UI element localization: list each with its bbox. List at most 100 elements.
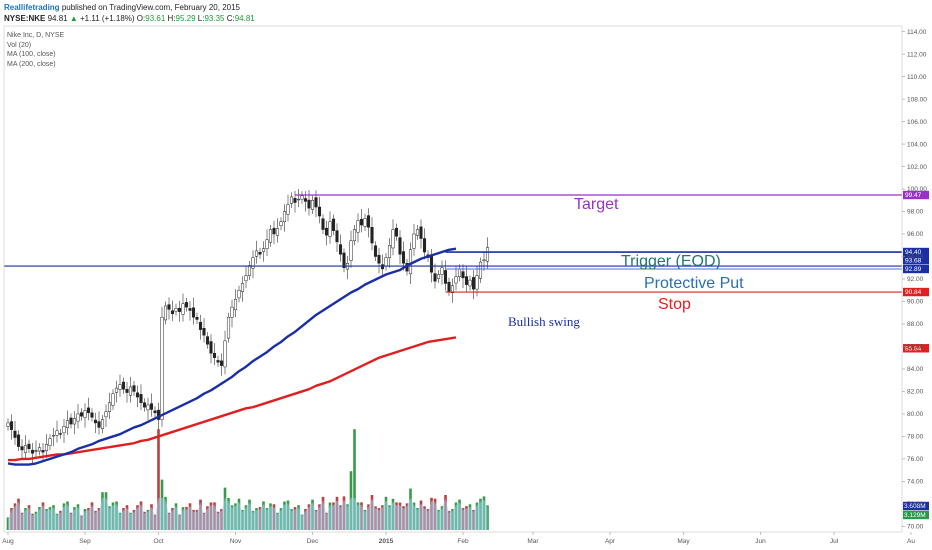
candle-body (233, 298, 238, 311)
candle-body (457, 268, 462, 278)
candle-body (118, 384, 122, 390)
open-label: O: (136, 14, 146, 23)
candle-body (370, 227, 374, 244)
publish-text: published on TradingView.com, February 2… (61, 3, 240, 12)
candle-body (223, 340, 227, 368)
y-tick-label: 110.00 (907, 74, 927, 81)
candle-body (216, 360, 220, 363)
candle-body (114, 387, 119, 393)
candle-body (83, 410, 87, 418)
publish-line: Reallifetrading published on TradingView… (4, 2, 255, 13)
candle-body (135, 392, 140, 398)
candle-body (20, 446, 24, 451)
candle-body (121, 381, 126, 390)
legend-ma200[interactable]: MA (200, close) (7, 60, 56, 68)
candle-body (338, 244, 343, 255)
y-tick-label: 86.00 (907, 344, 924, 351)
candle-body (107, 402, 112, 412)
price-badge (903, 264, 929, 274)
candle-body (293, 198, 297, 203)
y-tick-label: 108.00 (907, 96, 927, 103)
candle-body (286, 204, 290, 215)
candle-body (23, 445, 28, 453)
candle-body (65, 420, 70, 428)
legend-vol[interactable]: Vol (20) (7, 41, 32, 49)
candle-body (366, 215, 371, 228)
symbol-label[interactable]: NYSE:NKE (4, 14, 46, 23)
indicator-legend: Nike Inc, D, NYSE Vol (20) MA (100, clos… (7, 31, 64, 69)
candle-body (198, 321, 203, 330)
candlesticks (6, 189, 490, 464)
candle-body (464, 276, 469, 285)
moving-averages (7, 247, 457, 466)
price-badge-label: 85.84 (905, 345, 922, 352)
close-label: C: (226, 14, 235, 23)
candle-body (163, 305, 168, 321)
candle-body (258, 251, 262, 255)
legend-ma100[interactable]: MA (100, close) (7, 51, 56, 58)
price-badge-label: 99.47 (905, 192, 922, 199)
y-tick-label: 102.00 (907, 164, 927, 171)
price-badge (903, 344, 929, 353)
y-tick-label: 100.00 (907, 186, 927, 193)
price-badge-label: 94.40 (905, 249, 922, 256)
price-change: +1.11 (+1.18%) (80, 14, 135, 23)
candle-body (317, 206, 322, 217)
candle-body (272, 227, 276, 235)
swing-annotation: Bullish swing (508, 314, 580, 329)
x-tick-label: Jun (755, 538, 766, 545)
author-link[interactable]: Reallifetrading (4, 3, 60, 12)
candle-body (352, 229, 357, 242)
x-tick-label: 2015 (379, 538, 394, 545)
candle-body (485, 247, 490, 262)
candle-body (128, 386, 133, 396)
candle-body (37, 447, 42, 452)
candle-body (324, 227, 329, 236)
candle-body (93, 419, 98, 424)
candle-body (212, 352, 217, 358)
candle-body (296, 198, 301, 201)
x-tick-label: Au (907, 538, 915, 545)
candle-body (55, 430, 59, 436)
volume-bar (6, 517, 10, 530)
x-tick-label: Mar (527, 538, 539, 545)
candle-body (170, 310, 175, 315)
candle-body (356, 220, 360, 233)
legend-title[interactable]: Nike Inc, D, NYSE (7, 32, 65, 39)
candle-body (440, 267, 444, 275)
candle-body (79, 412, 84, 417)
candle-body (433, 273, 437, 282)
candle-body (62, 426, 66, 434)
candle-body (86, 407, 91, 414)
candle-body (268, 229, 273, 243)
price-badge (903, 247, 929, 257)
volume-badge (903, 501, 929, 511)
candle-body (363, 218, 367, 227)
volume-bars (6, 429, 489, 530)
candle-body (265, 239, 269, 249)
candle-body (394, 227, 399, 237)
quote-line: NYSE:NKE 94.81 ▲ +1.11 (+1.18%) O:93.61 … (4, 13, 255, 24)
price-badge-label: 93.68 (905, 257, 922, 264)
price-badge-label: 90.84 (905, 289, 922, 296)
candle-body (16, 434, 21, 447)
candle-body (482, 259, 486, 262)
candle-body (450, 285, 455, 293)
candle-body (181, 303, 185, 315)
x-tick-label: Oct (153, 538, 163, 545)
plot-frame (3, 25, 903, 533)
candle-body (230, 306, 234, 318)
y-tick-label: 94.00 (907, 254, 924, 261)
volume-ma-area (8, 497, 488, 530)
candle-body (247, 265, 252, 276)
candle-body (251, 257, 255, 269)
candle-body (30, 449, 35, 454)
candle-body (331, 218, 336, 231)
close-value: 94.81 (234, 14, 255, 23)
candle-body (160, 316, 164, 420)
candle-body (307, 199, 311, 209)
y-tick-label: 92.00 (907, 276, 924, 283)
x-tick-label: Dec (307, 538, 319, 545)
volume-badge (903, 510, 929, 520)
